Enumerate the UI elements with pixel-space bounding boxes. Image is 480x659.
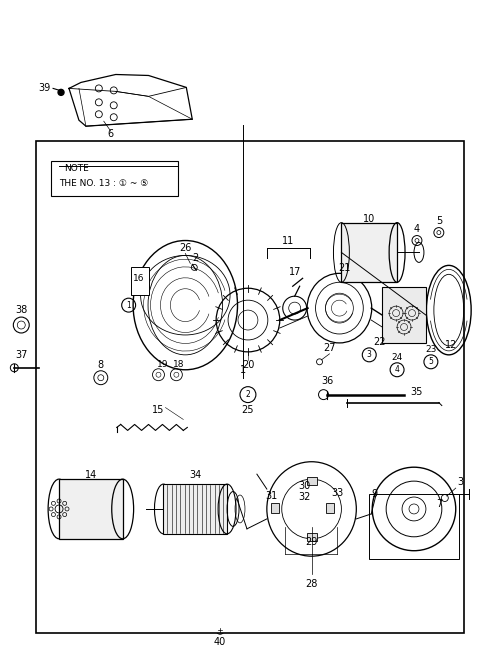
Text: 18: 18 xyxy=(173,360,184,369)
Text: 24: 24 xyxy=(392,353,403,362)
Bar xyxy=(341,223,397,282)
Text: 2: 2 xyxy=(192,254,198,264)
Text: 29: 29 xyxy=(305,537,318,547)
Text: 3: 3 xyxy=(367,351,372,359)
Text: 10: 10 xyxy=(363,214,375,223)
Text: 33: 33 xyxy=(331,488,344,498)
Circle shape xyxy=(58,90,64,96)
Text: 11: 11 xyxy=(282,235,294,246)
Bar xyxy=(51,161,179,196)
Text: 7: 7 xyxy=(436,499,442,509)
Text: 3: 3 xyxy=(457,477,464,487)
Text: 8: 8 xyxy=(98,360,104,370)
Text: 37: 37 xyxy=(15,350,27,360)
Text: 15: 15 xyxy=(152,405,165,415)
Text: 17: 17 xyxy=(288,268,301,277)
Text: 36: 36 xyxy=(322,376,334,386)
Bar xyxy=(36,141,464,633)
Text: 5: 5 xyxy=(429,357,433,366)
Text: 35: 35 xyxy=(411,387,423,397)
Text: THE NO. 13 : ① ~ ⑤: THE NO. 13 : ① ~ ⑤ xyxy=(59,179,148,188)
Text: 2: 2 xyxy=(246,390,251,399)
Text: 1: 1 xyxy=(126,301,131,310)
Bar xyxy=(307,533,316,541)
Text: 19: 19 xyxy=(156,360,168,369)
Bar xyxy=(59,479,123,539)
Bar xyxy=(271,503,279,513)
Text: 30: 30 xyxy=(299,481,311,491)
Text: 4: 4 xyxy=(395,365,399,374)
Text: 6: 6 xyxy=(108,129,114,139)
Bar xyxy=(131,268,148,295)
Text: 5: 5 xyxy=(436,215,442,225)
Text: 4: 4 xyxy=(414,223,420,233)
Text: 16: 16 xyxy=(133,273,144,283)
Text: 22: 22 xyxy=(373,337,385,347)
Text: 14: 14 xyxy=(85,470,97,480)
Text: 26: 26 xyxy=(179,243,192,254)
Text: 39: 39 xyxy=(38,84,50,94)
Text: NOTE: NOTE xyxy=(64,165,89,173)
Text: 21: 21 xyxy=(338,264,350,273)
Text: 1: 1 xyxy=(240,365,246,375)
Text: 38: 38 xyxy=(15,305,27,315)
Text: 28: 28 xyxy=(305,579,318,588)
Text: 9: 9 xyxy=(371,489,377,499)
Text: 40: 40 xyxy=(214,637,226,647)
Text: 32: 32 xyxy=(299,492,311,502)
Text: 25: 25 xyxy=(242,405,254,415)
Bar xyxy=(369,494,459,559)
Text: 34: 34 xyxy=(189,470,202,480)
Text: 23: 23 xyxy=(425,345,437,355)
Text: 31: 31 xyxy=(266,491,278,501)
Text: 27: 27 xyxy=(323,343,336,353)
Bar xyxy=(307,477,316,485)
Bar xyxy=(382,287,426,343)
Text: 20: 20 xyxy=(242,360,254,370)
Bar xyxy=(164,484,227,534)
Text: 12: 12 xyxy=(444,340,457,350)
Bar xyxy=(326,503,335,513)
